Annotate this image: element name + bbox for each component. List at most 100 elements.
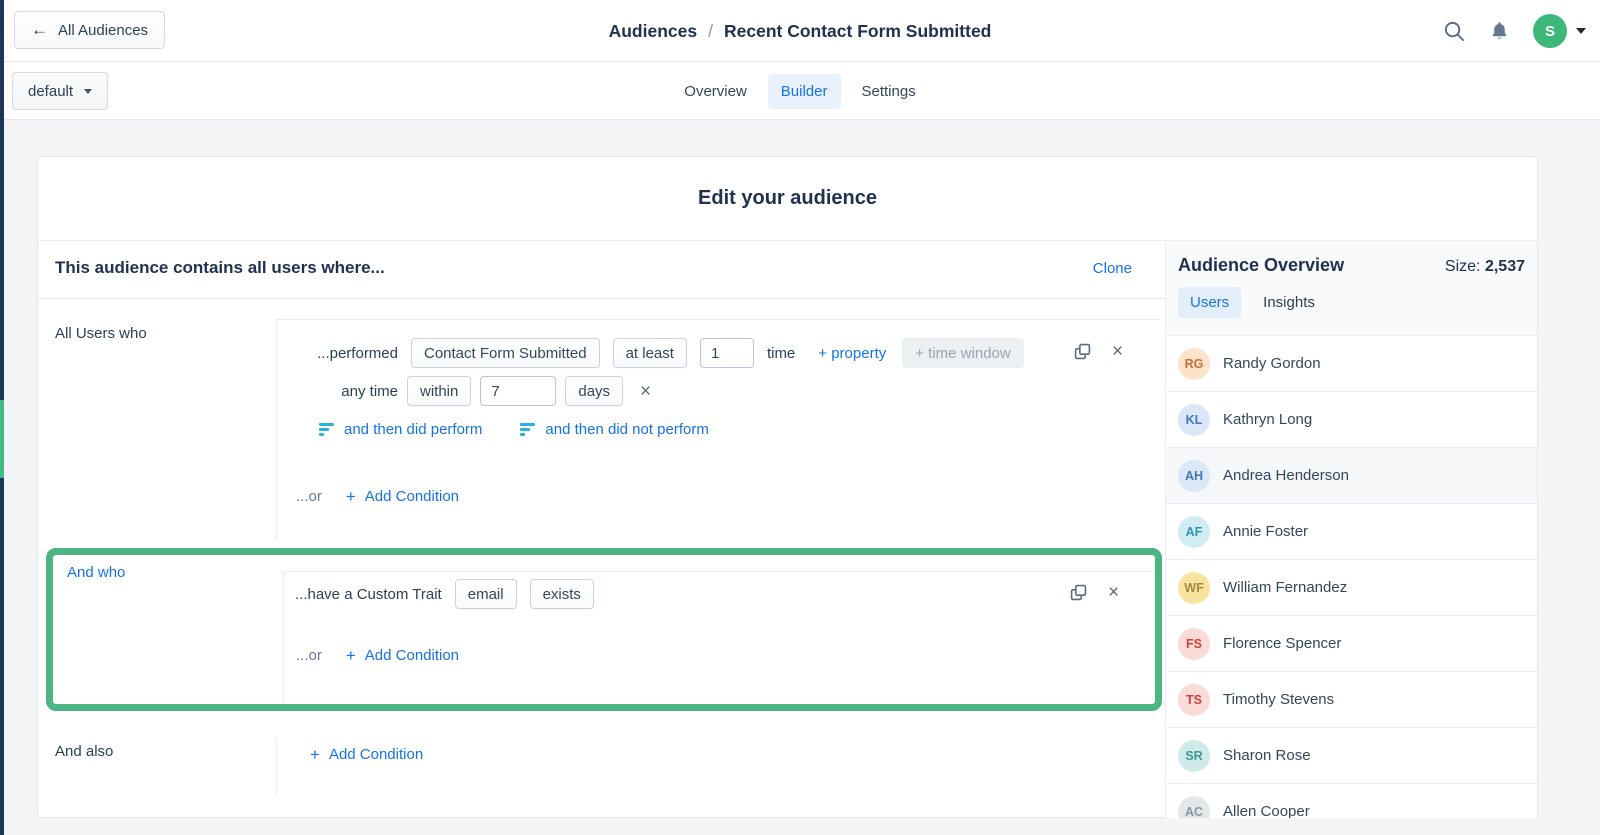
sub-header: default Overview Builder Settings — [0, 62, 1600, 120]
add-condition-label: Add Condition — [364, 647, 460, 664]
remove-condition-icon[interactable]: × — [1112, 341, 1124, 362]
remove-time-window-icon[interactable]: × — [640, 380, 652, 402]
add-property-link[interactable]: + property — [818, 344, 887, 362]
add-condition-button[interactable]: + Add Condition — [310, 746, 423, 763]
trait-name-button[interactable]: email — [454, 579, 517, 609]
search-icon[interactable] — [1443, 20, 1466, 43]
event-select-button[interactable]: Contact Form Submitted — [411, 338, 600, 368]
main-tabs: Overview Builder Settings — [0, 62, 1600, 120]
user-name: William Fernandez — [1223, 579, 1348, 596]
clone-button[interactable]: Clone — [1092, 260, 1132, 277]
audience-editor-card: Edit your audience This audience contain… — [37, 156, 1538, 818]
frequency-operator-button[interactable]: at least — [612, 338, 687, 368]
notifications-bell-icon[interactable] — [1489, 20, 1510, 42]
avatar: AC — [1178, 795, 1210, 818]
any-time-label: any time — [341, 382, 398, 400]
duplicate-condition-icon[interactable] — [1074, 343, 1091, 360]
top-header: ← All Audiences Audiences / Recent Conta… — [0, 0, 1600, 62]
tab-settings[interactable]: Settings — [861, 82, 916, 100]
group-label-and-who[interactable]: And who — [67, 564, 126, 581]
trait-condition-row: ...have a Custom Trait email exists — [295, 578, 594, 610]
remove-condition-icon[interactable]: × — [1108, 582, 1120, 603]
time-label: time — [766, 344, 796, 362]
performed-row-actions: × — [1074, 342, 1123, 361]
add-time-window-button[interactable]: + time window — [902, 338, 1024, 368]
or-label: ...or — [296, 488, 322, 505]
breadcrumb-parent[interactable]: Audiences — [608, 20, 698, 41]
tab-users[interactable]: Users — [1178, 287, 1242, 318]
trait-operator-button[interactable]: exists — [529, 579, 594, 609]
and-then-did-not-perform-link[interactable]: and then did not perform — [545, 420, 709, 438]
avatar: AH — [1178, 459, 1210, 492]
nav-rail-active-indicator — [0, 400, 4, 478]
page-title: Edit your audience — [38, 157, 1537, 241]
tab-insights[interactable]: Insights — [1263, 294, 1315, 311]
list-item[interactable]: TS Timothy Stevens — [1166, 672, 1537, 728]
window-value-input[interactable] — [480, 376, 557, 406]
add-condition-label: Add Condition — [328, 746, 424, 763]
user-name: Kathryn Long — [1223, 411, 1313, 428]
window-operator-button[interactable]: within — [407, 376, 472, 406]
audience-overview-panel: Audience Overview Size: 2,537 Users Insi… — [1165, 241, 1537, 818]
list-item[interactable]: SR Sharon Rose — [1166, 728, 1537, 784]
audience-size: Size: 2,537 — [1445, 258, 1525, 276]
plus-icon: + — [345, 487, 356, 506]
user-name: Sharon Rose — [1223, 747, 1311, 764]
trait-label: ...have a Custom Trait — [295, 585, 442, 603]
list-item[interactable]: AC Allen Cooper — [1166, 784, 1537, 818]
user-name: Allen Cooper — [1223, 803, 1310, 818]
breadcrumb: Audiences / Recent Contact Form Submitte… — [0, 0, 1600, 62]
avatar: AF — [1178, 515, 1210, 548]
add-condition-button[interactable]: + Add Condition — [346, 488, 459, 505]
frequency-value-input[interactable] — [699, 338, 754, 368]
breadcrumb-separator: / — [708, 20, 713, 41]
or-add-condition-row: ...or + Add Condition — [296, 488, 459, 505]
list-item[interactable]: AH Andrea Henderson — [1166, 448, 1537, 504]
filter-icon — [520, 422, 537, 436]
caret-down-icon — [84, 88, 93, 94]
overview-tabs: Users Insights — [1178, 287, 1327, 318]
user-name: Andrea Henderson — [1223, 467, 1349, 484]
highlighted-condition-group: And who ...have a Custom Trait email exi… — [46, 548, 1162, 711]
caret-down-icon — [1576, 28, 1586, 34]
size-label: Size: — [1444, 258, 1481, 275]
list-item[interactable]: AF Annie Foster — [1166, 504, 1537, 560]
size-value: 2,537 — [1484, 258, 1525, 275]
user-menu[interactable]: S — [1533, 14, 1586, 48]
trait-row-actions: × — [1070, 583, 1119, 602]
and-then-did-perform-link[interactable]: and then did perform — [344, 420, 483, 438]
back-to-all-audiences-button[interactable]: ← All Audiences — [14, 11, 166, 49]
space-selector-label: default — [28, 82, 74, 100]
breadcrumb-current: Recent Contact Form Submitted — [723, 20, 992, 41]
duplicate-condition-icon[interactable] — [1070, 584, 1087, 601]
tab-overview[interactable]: Overview — [684, 82, 747, 100]
avatar: SR — [1178, 739, 1210, 772]
user-list: RG Randy Gordon KL Kathryn Long AH Andre… — [1166, 335, 1537, 818]
window-unit-button[interactable]: days — [565, 376, 624, 406]
time-window-row: any time within days × — [296, 375, 651, 407]
group-label-all-users-who: All Users who — [55, 325, 147, 342]
avatar: KL — [1178, 403, 1210, 436]
add-condition-label: Add Condition — [364, 488, 460, 505]
plus-icon: + — [310, 745, 320, 764]
avatar[interactable]: S — [1533, 14, 1567, 48]
tab-builder[interactable]: Builder — [767, 73, 841, 109]
list-item[interactable]: WF William Fernandez — [1166, 560, 1537, 616]
contains-label: This audience contains all users where..… — [55, 258, 385, 277]
list-item[interactable]: FS Florence Spencer — [1166, 616, 1537, 672]
or-label: ...or — [296, 647, 322, 664]
list-item[interactable]: KL Kathryn Long — [1166, 392, 1537, 448]
space-selector-dropdown[interactable]: default — [12, 72, 109, 110]
avatar: FS — [1178, 627, 1210, 660]
group-label-and-also: And also — [55, 743, 114, 760]
collapsed-nav-rail[interactable] — [0, 0, 4, 835]
user-name: Randy Gordon — [1223, 355, 1321, 372]
condition-box-performed — [276, 319, 1161, 541]
avatar: TS — [1178, 683, 1210, 716]
contains-row: This audience contains all users where..… — [38, 241, 1165, 299]
add-condition-button[interactable]: + Add Condition — [346, 647, 459, 664]
panel-title: Audience Overview — [1178, 255, 1345, 275]
plus-icon: + — [345, 646, 356, 665]
and-also-row: + Add Condition — [310, 746, 423, 763]
list-item[interactable]: RG Randy Gordon — [1166, 336, 1537, 392]
